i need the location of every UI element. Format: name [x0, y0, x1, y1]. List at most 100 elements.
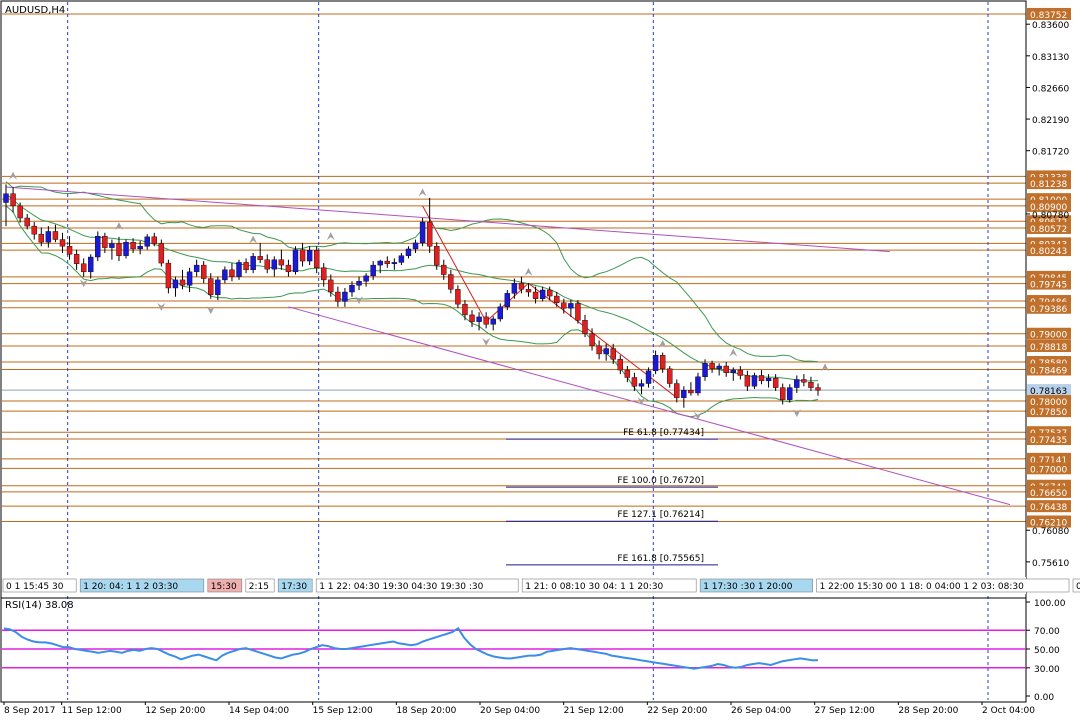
bear-candle	[52, 231, 59, 240]
bear-candle	[483, 316, 489, 325]
price-tick-label: 0.83130	[1032, 53, 1069, 63]
session-text: 1 20: 04: 1 1 2 03:30	[83, 582, 178, 592]
bull-candle	[702, 363, 708, 378]
session-text: 1 17:30 :30 1 20:00	[703, 582, 793, 592]
price-tag	[1027, 433, 1071, 446]
bull-candle	[412, 242, 419, 250]
bear-candle	[631, 377, 638, 387]
bull-candle	[476, 316, 482, 322]
time-label: 27 Sep 12:00	[815, 706, 875, 716]
bear-candle	[102, 235, 108, 248]
session-box	[521, 578, 697, 593]
fractal-up-icon	[418, 188, 427, 197]
bull-candle	[638, 383, 645, 387]
bear-candle	[257, 256, 263, 260]
bull-candle	[193, 264, 200, 273]
session-text: 17:30	[281, 582, 307, 592]
fractal-down-icon	[206, 306, 215, 315]
bull-candle	[370, 264, 376, 277]
bull-candle	[539, 289, 546, 299]
bull-candle	[405, 248, 412, 256]
price-tag	[1027, 363, 1071, 376]
bear-candle	[758, 375, 765, 382]
fractal-down-icon	[637, 397, 646, 406]
bull-candle	[765, 377, 772, 382]
price-tag-label: 0.78000	[1030, 398, 1067, 408]
bear-candle	[518, 283, 525, 290]
session-text: 1 21: 0 08:10 30 04: 1 1 20:30	[525, 582, 663, 592]
bull-candle	[511, 283, 518, 294]
price-tag-label: 0.77000	[1030, 465, 1067, 475]
bull-candle	[716, 365, 722, 369]
bear-candle	[328, 279, 334, 293]
bear-candle	[335, 291, 341, 302]
rsi-tick-label: 100.00	[1034, 599, 1066, 609]
bull-candle	[681, 390, 687, 398]
band-middle	[5, 193, 819, 382]
bull-candle	[3, 193, 9, 203]
bear-candle	[779, 387, 786, 400]
bear-candle	[455, 289, 461, 305]
price-tag	[1027, 221, 1071, 234]
price-tag-label: 0.81238	[1030, 180, 1067, 190]
price-tag-label: 0.79000	[1030, 331, 1067, 341]
bull-candle	[377, 260, 383, 266]
fractal-up-icon	[524, 267, 533, 276]
session-box	[1072, 578, 1080, 593]
candles	[3, 184, 821, 408]
fractal-up-icon	[729, 348, 738, 357]
price-tag-label: 0.78469	[1030, 366, 1067, 376]
bear-candle	[116, 243, 122, 256]
bull-candle	[603, 348, 609, 355]
fractal-down-icon	[157, 302, 166, 311]
bear-candle	[80, 263, 87, 273]
fibonacci-expansion-levels: FE 61.8 [0.77434] FE 100.0 [0.76720] FE 12…	[506, 428, 718, 566]
fractal-up-icon	[326, 232, 335, 241]
price-tick-label: 0.80780	[1032, 211, 1069, 221]
price-tick-label: 0.82660	[1032, 84, 1069, 94]
bear-candle	[17, 205, 23, 219]
price-tag	[1027, 327, 1071, 340]
bear-candle	[165, 262, 172, 289]
time-label: 18 Sep 20:00	[396, 706, 456, 716]
upper-trendline	[5, 186, 891, 253]
price-tag-label: 0.80243	[1030, 247, 1067, 257]
fe-label: FE 127.1 [0.76214]	[617, 510, 704, 520]
bull-candle	[794, 379, 800, 388]
bear-candle	[10, 193, 16, 207]
bear-candle	[24, 217, 30, 227]
price-tag	[1027, 7, 1071, 20]
rsi-tick-label: 30.00	[1034, 665, 1060, 675]
bear-candle	[617, 359, 623, 371]
price-tag-label: 0.76650	[1030, 489, 1067, 499]
bear-candle	[158, 243, 165, 264]
time-label: 11 Sep 12:00	[62, 706, 122, 716]
bear-candle	[737, 369, 744, 376]
band-upper	[5, 181, 819, 363]
rsi-tick-label: 50.00	[1034, 646, 1060, 656]
fractal-up-icon	[114, 222, 123, 231]
price-tag	[1027, 485, 1071, 498]
bull-candle	[652, 355, 659, 371]
bear-candle	[532, 291, 539, 299]
bear-candle	[299, 249, 306, 262]
bear-candle	[384, 260, 390, 264]
bear-candle	[448, 274, 454, 290]
bull-candle	[356, 281, 362, 286]
bear-candle	[229, 269, 235, 277]
bear-candle	[321, 267, 327, 281]
bull-candle	[186, 271, 193, 286]
time-label: 20 Sep 04:00	[480, 706, 540, 716]
session-box	[699, 578, 813, 593]
bear-candle	[285, 264, 292, 273]
time-label: 12 Sep 20:00	[145, 706, 205, 716]
bear-candle	[575, 303, 581, 321]
bull-candle	[342, 291, 348, 302]
fe-label: FE 100.0 [0.76720]	[617, 476, 704, 486]
bear-candle	[744, 375, 751, 387]
price-tag-label: 0.77435	[1030, 436, 1067, 446]
bull-candle	[645, 370, 652, 384]
price-tag-label: 0.80900	[1030, 203, 1067, 213]
bull-candle	[391, 262, 398, 264]
